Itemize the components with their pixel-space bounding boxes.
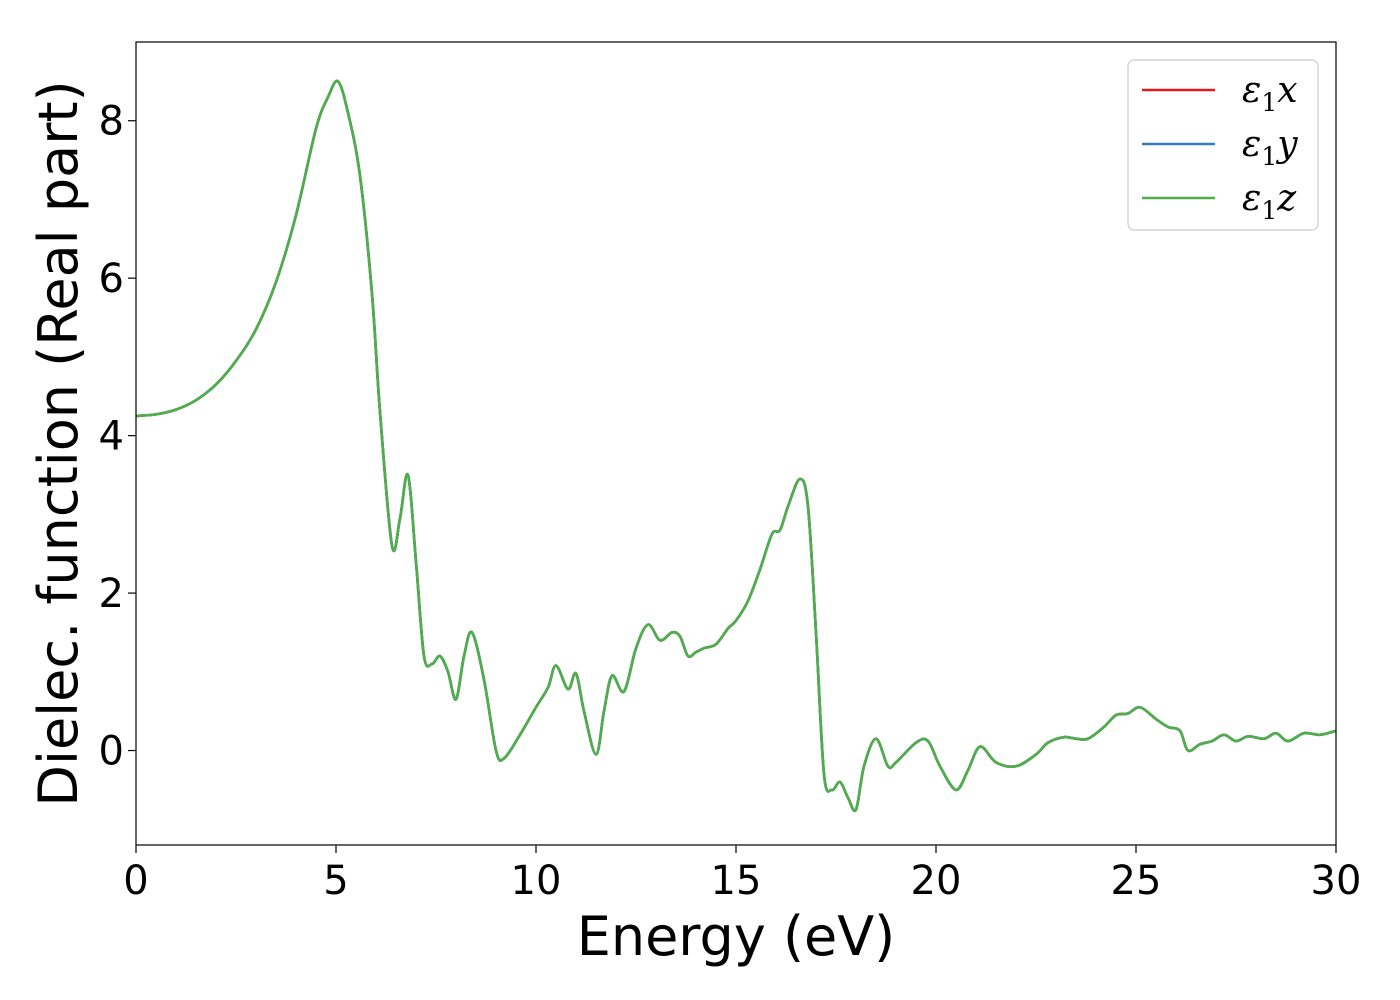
x-tick-label: 30 [1311, 858, 1362, 904]
x-tick-label: 5 [323, 858, 348, 904]
x-tick-label: 10 [511, 858, 562, 904]
y-axis: 0 2 4 6 8 [99, 99, 136, 775]
series-line-3 [136, 79, 1336, 813]
y-tick-label: 8 [99, 99, 124, 145]
x-axis-title: Energy (eV) [577, 905, 896, 968]
legend-label: ε1y [1242, 124, 1298, 171]
legend: ε1x ε1y ε1z [1127, 59, 1319, 231]
x-tick-label: 25 [1111, 858, 1162, 904]
y-tick-label: 2 [99, 571, 124, 617]
x-axis: 0 5 10 15 20 25 30 [123, 845, 1361, 904]
x-tick-label: 15 [711, 858, 762, 904]
legend-frame [1127, 59, 1319, 231]
legend-label: ε1x [1242, 70, 1298, 117]
y-axis-title: Dielec. function (Real part) [27, 80, 90, 806]
plot-area [135, 41, 1337, 846]
x-tick-label: 0 [123, 858, 148, 904]
y-tick-label: 0 [99, 729, 124, 775]
y-tick-label: 6 [99, 256, 124, 302]
y-tick-label: 4 [99, 414, 124, 460]
series-layer [136, 79, 1336, 813]
x-tick-label: 20 [911, 858, 962, 904]
legend-label: ε1z [1242, 178, 1297, 225]
